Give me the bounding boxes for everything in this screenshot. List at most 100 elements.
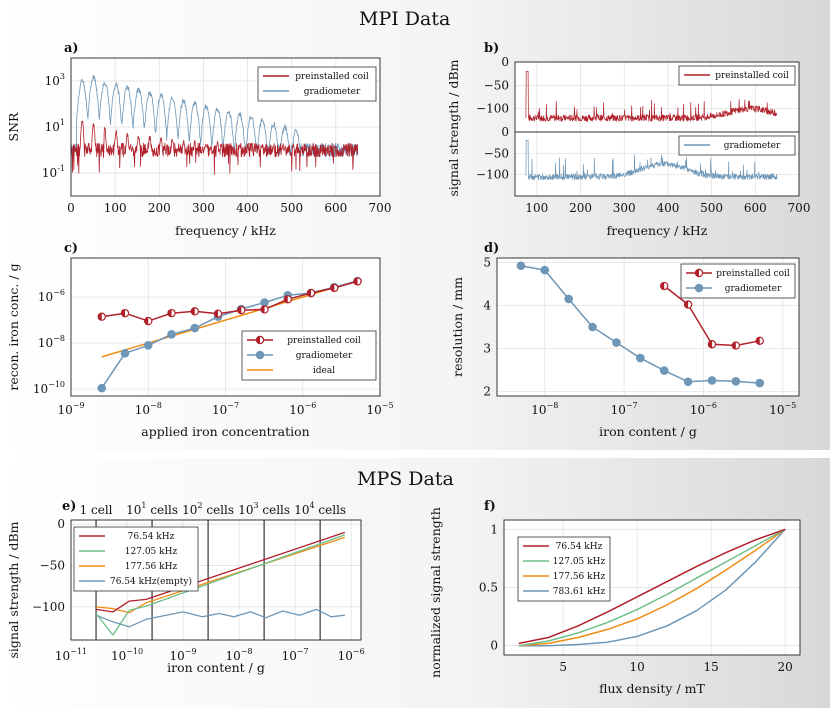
panel-e-line-76.54-kHz-empty- (95, 608, 345, 628)
panel-f-line-76.54-kHz (518, 528, 786, 645)
panel-e-label: e) (62, 499, 76, 514)
panel-c-legend-marker-1 (255, 350, 265, 360)
panel-f-legend-label-3: 783.61 kHz (553, 587, 606, 597)
panel-f-ytick-1: 0.5 (479, 581, 498, 595)
panel-b-xtick-6: 700 (788, 201, 811, 215)
mpi-section-title: MPI Data (359, 8, 451, 30)
panel-d-point-gradiometer-9 (731, 377, 741, 386)
panel-a-frame (70, 57, 381, 197)
panel-a-xtick-0: 0 (67, 201, 75, 215)
panel-c-point-preinstalled-coil-4-fill (191, 307, 195, 315)
panel-e-legend-label-0: 76.54 kHz (128, 532, 175, 542)
panel-a-ytick-2: 10-1 (42, 164, 65, 180)
panel-c-xtick-4: 10−5 (366, 401, 393, 417)
panel-d-point-preinstalled-coil-3-fill (732, 341, 736, 350)
panel-d-point-gradiometer-1 (540, 265, 550, 275)
panel-b-top-legend-label-0: preinstalled coil (715, 71, 789, 81)
panel-f-frame (503, 519, 801, 656)
panel-f-ylabel: normalized signal strength (428, 507, 443, 678)
panel-e-top-tick-0: 1 cell (80, 503, 113, 517)
panel-f-legend-label-1: 127.05 kHz (553, 557, 606, 567)
panel-e-xtick-2: 10−9 (170, 647, 197, 663)
panel-c-point-preinstalled-coil-0-fill (98, 313, 102, 321)
panel-d-xlabel: iron content / g (599, 424, 697, 439)
panel-a-label: a) (64, 41, 79, 56)
panel-c-frame (70, 257, 381, 397)
panel-b-bottom-ytick-2: −100 (476, 168, 509, 182)
panel-e-ytick-1: −50 (40, 559, 65, 573)
panel-c-point-gradiometer-3 (167, 330, 176, 339)
panel-b-ylabel: signal strength / dBm (446, 59, 461, 196)
panel-a-ylabel: SNR (6, 112, 21, 142)
panel-d-point-preinstalled-coil-4-fill (756, 337, 760, 345)
panel-c-ytick-0: 10−6 (38, 288, 65, 304)
panel-e-top-tick-2: 102 cells (182, 501, 234, 517)
panel-b-top-legend-box (678, 65, 796, 86)
panel-a-xtick-1: 100 (104, 201, 127, 215)
panel-c-point-gradiometer-4 (190, 323, 200, 333)
panel-b-bottom-ytick-0: 0 (501, 125, 509, 139)
panel-d-point-gradiometer-10 (755, 378, 765, 388)
panel-f-line-127.05-kHz (518, 528, 786, 647)
panel-a-legend-label-1: gradiometer (304, 87, 361, 97)
panel-d-point-gradiometer-4 (612, 338, 621, 347)
panel-a-legend-label-0: preinstalled coil (295, 72, 369, 82)
panel-a-xtick-3: 300 (192, 201, 215, 215)
panel-a-xtick-2: 200 (148, 201, 171, 215)
panel-f-line-177.56-kHz (518, 528, 786, 647)
panel-d-xtick-2: 10−6 (690, 401, 717, 417)
panel-c-point-gradiometer-0 (97, 383, 107, 393)
panel-f-xtick-1: 10 (630, 660, 645, 674)
panel-b-xtick-2: 300 (613, 201, 636, 215)
panel-f-xtick-0: 5 (559, 660, 567, 674)
panel-c-legend-label-2: ideal (313, 366, 335, 376)
panel-d-legend-label-1: gradiometer (725, 284, 782, 294)
panel-b-xtick-0: 100 (525, 201, 548, 215)
panel-d-point-gradiometer-6 (659, 366, 669, 375)
panel-f-xtick-2: 15 (704, 660, 719, 674)
panel-c-point-preinstalled-coil-10-fill (330, 284, 335, 292)
panel-d-point-gradiometer-8 (707, 376, 717, 385)
panel-c-point-preinstalled-coil-6-fill (237, 306, 242, 314)
panel-a-xtick-6: 600 (324, 201, 347, 215)
panel-c-point-preinstalled-coil-2-fill (144, 317, 149, 325)
panel-b-xtick-3: 400 (656, 201, 679, 215)
panel-e-ylabel: signal strength / dBm (6, 521, 21, 658)
panel-c-legend-label-1: gradiometer (296, 351, 353, 361)
panel-e-legend-label-1: 127.05 kHz (125, 547, 178, 557)
panel-c-ylabel: recon. iron conc. / g (6, 263, 21, 390)
panel-d-frame (496, 257, 800, 397)
panel-b-bottom-legend-box (678, 135, 796, 156)
panel-e-xtick-4: 10−7 (282, 647, 309, 663)
panel-c-xtick-1: 10−8 (135, 401, 162, 417)
panel-c-point-preinstalled-coil-11-fill (353, 277, 358, 286)
panel-e-top-tick-3: 103 cells (238, 501, 290, 517)
panel-e-xlabel: iron content / g (167, 660, 265, 675)
panel-b-xlabel: frequency / kHz (607, 223, 708, 238)
panel-a-xtick-5: 500 (280, 201, 303, 215)
panel-e-ytick-2: −100 (32, 600, 65, 614)
panel-f-ytick-0: 1 (490, 522, 498, 536)
panel-e-top-tick-4: 104 cells (294, 501, 346, 517)
panel-c-xtick-3: 10−6 (289, 401, 316, 417)
panel-d-point-gradiometer-7 (683, 377, 693, 387)
mps-section-title: MPS Data (357, 468, 454, 490)
panel-a-ytick-0: 103 (45, 72, 65, 88)
panel-b-bottom-series (525, 140, 778, 181)
panel-b-top-ytick-0: 0 (501, 55, 509, 69)
panel-d-xtick-0: 10−8 (531, 401, 558, 417)
panel-e-xtick-1: 10−10 (111, 647, 143, 663)
panel-e-legend-label-2: 177.56 kHz (125, 562, 178, 572)
panel-d-xtick-1: 10−7 (611, 401, 638, 417)
panel-f-xtick-3: 20 (778, 660, 793, 674)
panel-d-point-gradiometer-2 (564, 294, 573, 304)
panel-c-point-gradiometer-7 (260, 298, 269, 307)
panel-c-point-preinstalled-coil-5-fill (214, 310, 219, 318)
panel-d-point-gradiometer-0 (516, 261, 526, 271)
panel-e-frame (70, 519, 362, 641)
panel-d-legend-label-0: preinstalled coil (716, 269, 790, 279)
panel-d-xtick-3: 10−5 (769, 401, 796, 417)
panel-e-xtick-3: 10−8 (226, 647, 253, 663)
panel-e-ytick-0: 0 (57, 517, 65, 531)
